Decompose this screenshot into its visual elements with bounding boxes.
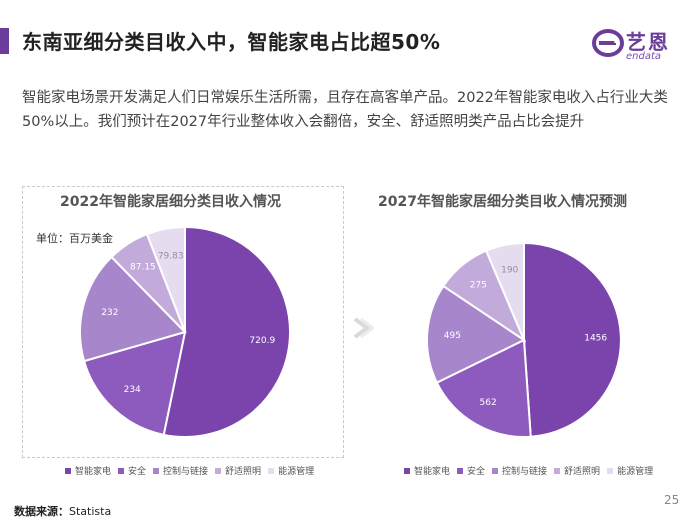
chevron-right-icon — [353, 317, 374, 339]
legend-label: 能源管理 — [617, 467, 654, 477]
data-label-2027-5: 190 — [501, 266, 518, 276]
chart-2022-title: 2022年智能家居细分类目收入情况 — [60, 194, 281, 210]
data-label-2027-1: 1456 — [584, 334, 607, 344]
legend-item: 智能家电 — [404, 464, 450, 477]
legend-swatch — [404, 467, 410, 474]
description-text: 智能家电场景开发满足人们日常娱乐生活所需，且存在高客单产品。2022年智能家电收… — [22, 90, 668, 130]
chart-2027-title: 2027年智能家居细分类目收入情况预测 — [378, 194, 627, 210]
data-label-2022-1: 720.9 — [249, 336, 275, 346]
data-source: 数据来源：Statista — [14, 503, 111, 519]
legend-swatch — [65, 467, 71, 474]
legend-item: 能源管理 — [607, 464, 653, 477]
legend-swatch — [492, 467, 499, 474]
pie-slice-2027-1 — [523, 241, 622, 438]
chart-2027-legend: 智能家电 安全 控制与链接 舒适照明 能源管理 — [404, 464, 660, 477]
pie-slice-2027-3 — [426, 284, 527, 384]
page-title: 东南亚细分类目收入中，智能家电占比超50% — [22, 30, 441, 54]
endata-logo-icon — [592, 29, 624, 57]
data-label-2022-3: 232 — [101, 308, 118, 318]
legend-label: 能源管理 — [278, 467, 315, 477]
legend-swatch — [153, 467, 160, 474]
legend-label: 安全 — [128, 467, 147, 477]
legend-swatch — [215, 467, 222, 474]
logo-text-cn: 艺恩 — [626, 30, 670, 54]
legend-swatch — [607, 467, 614, 474]
pie-slice-2027-5 — [484, 241, 525, 341]
legend-label: 舒适照明 — [564, 467, 601, 477]
data-label-2022-5: 79.83 — [158, 252, 184, 262]
legend-label: 舒适照明 — [225, 467, 262, 477]
legend-item: 能源管理 — [268, 464, 314, 477]
legend-swatch — [554, 467, 561, 474]
title-accent-bar — [0, 28, 9, 54]
logo-text-en: endata — [626, 51, 662, 62]
chart-2022-legend: 智能家电 安全 控制与链接 舒适照明 能源管理 — [65, 464, 321, 477]
pie-slice-2027-2 — [435, 338, 532, 438]
legend-item: 安全 — [118, 464, 146, 477]
legend-item: 智能家电 — [65, 464, 111, 477]
endata-logo: 艺恩 endata — [592, 24, 684, 64]
pie-slice-2022-3 — [79, 255, 187, 363]
legend-label: 控制与链接 — [502, 467, 548, 477]
legend-swatch — [118, 467, 125, 474]
data-source-label: 数据来源： — [14, 505, 69, 518]
legend-item: 控制与链接 — [492, 464, 547, 477]
data-label-2027-2: 562 — [480, 398, 497, 408]
chart-2022-frame — [22, 186, 344, 458]
legend-item: 安全 — [457, 464, 485, 477]
pie-slice-2022-1 — [162, 225, 291, 438]
data-label-2022-4: 87.15 — [130, 263, 156, 273]
legend-swatch — [268, 467, 275, 474]
legend-label: 智能家电 — [75, 467, 112, 477]
legend-label: 智能家电 — [414, 467, 451, 477]
legend-label: 控制与链接 — [163, 467, 209, 477]
legend-label: 安全 — [467, 467, 486, 477]
data-label-2027-4: 275 — [470, 281, 487, 291]
legend-swatch — [457, 467, 464, 474]
data-label-2027-3: 495 — [444, 331, 461, 341]
chart-2022-unit: 单位：百万美金 — [36, 232, 113, 245]
data-source-value: Statista — [69, 505, 112, 518]
legend-item: 控制与链接 — [153, 464, 208, 477]
pie-chart-2027: 1456 562 495 275 190 — [426, 241, 622, 438]
legend-item: 舒适照明 — [554, 464, 600, 477]
page-number: 25 — [664, 493, 680, 507]
pie-slice-2022-5 — [145, 225, 186, 333]
pie-slice-2022-2 — [82, 330, 187, 437]
data-label-2022-2: 234 — [124, 385, 141, 395]
legend-item: 舒适照明 — [215, 464, 261, 477]
